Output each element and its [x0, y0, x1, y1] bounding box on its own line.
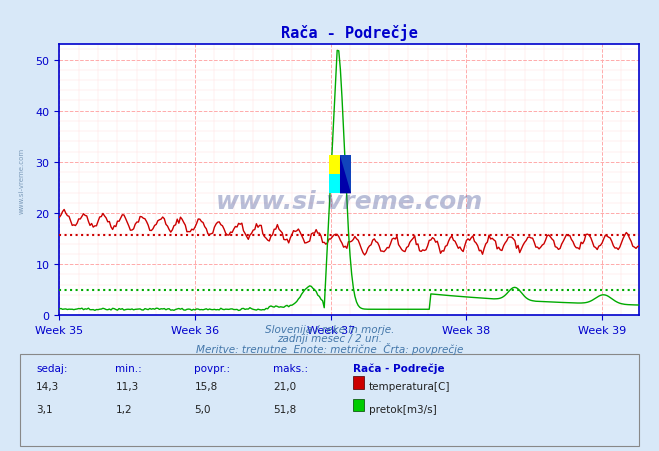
Text: pretok[m3/s]: pretok[m3/s]	[369, 404, 437, 414]
Text: 5,0: 5,0	[194, 404, 211, 414]
Text: Rača - Podrečje: Rača - Podrečje	[353, 363, 444, 373]
Text: min.:: min.:	[115, 363, 142, 373]
Text: www.si-vreme.com: www.si-vreme.com	[215, 190, 483, 214]
Text: 21,0: 21,0	[273, 381, 297, 391]
Text: 11,3: 11,3	[115, 381, 138, 391]
Bar	[340, 156, 351, 194]
Text: temperatura[C]: temperatura[C]	[369, 381, 451, 391]
Bar	[329, 175, 340, 194]
Title: Rača - Podrečje: Rača - Podrečje	[281, 24, 418, 41]
Text: 51,8: 51,8	[273, 404, 297, 414]
Bar	[329, 156, 340, 175]
Text: sedaj:: sedaj:	[36, 363, 68, 373]
Text: 3,1: 3,1	[36, 404, 53, 414]
Text: www.si-vreme.com: www.si-vreme.com	[18, 147, 24, 213]
Text: 15,8: 15,8	[194, 381, 217, 391]
Polygon shape	[340, 156, 351, 194]
Text: zadnji mesec / 2 uri.: zadnji mesec / 2 uri.	[277, 333, 382, 343]
Text: maks.:: maks.:	[273, 363, 308, 373]
Text: Slovenija / reke in morje.: Slovenija / reke in morje.	[265, 324, 394, 334]
Text: Meritve: trenutne  Enote: metrične  Črta: povprečje: Meritve: trenutne Enote: metrične Črta: …	[196, 342, 463, 354]
Text: povpr.:: povpr.:	[194, 363, 231, 373]
Text: 14,3: 14,3	[36, 381, 59, 391]
Text: 1,2: 1,2	[115, 404, 132, 414]
